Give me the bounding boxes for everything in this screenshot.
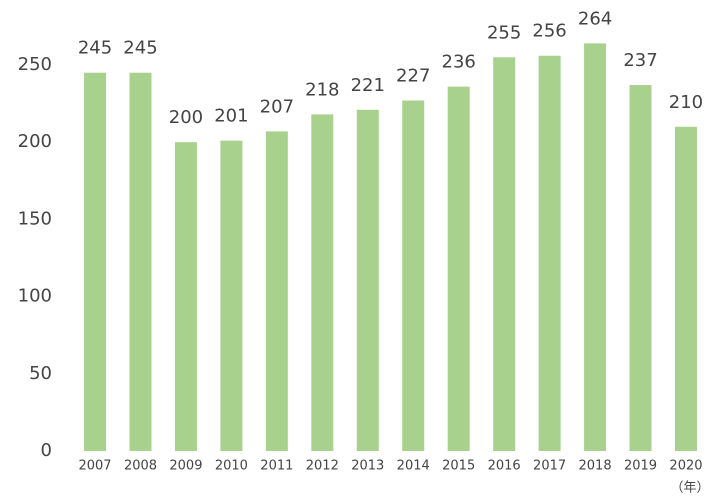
bar — [84, 72, 107, 451]
x-tick-label: 2007 — [78, 459, 111, 474]
value-label: 218 — [305, 79, 339, 100]
y-tick-label: 100 — [18, 286, 52, 307]
y-tick-label: 200 — [18, 131, 52, 152]
value-label: 264 — [578, 8, 612, 29]
bar — [493, 57, 516, 451]
bar — [174, 142, 197, 451]
value-label: 256 — [532, 21, 566, 42]
value-label: 207 — [260, 96, 294, 117]
bar — [629, 85, 652, 452]
value-label: 227 — [396, 66, 430, 87]
y-tick-label: 0 — [41, 440, 52, 461]
x-tick-label: 2015 — [442, 459, 475, 474]
x-tick-label: 2020 — [669, 459, 702, 474]
x-tick-label: 2010 — [215, 459, 248, 474]
x-tick-label: 2012 — [306, 459, 339, 474]
x-tick-label: 2017 — [533, 459, 566, 474]
bar — [538, 55, 561, 452]
bar — [311, 114, 334, 452]
value-label: 255 — [487, 22, 521, 43]
x-tick-label: 2009 — [169, 459, 202, 474]
value-label: 200 — [169, 107, 203, 128]
y-tick-label: 50 — [29, 363, 52, 384]
value-label: 237 — [623, 50, 657, 71]
y-tick-label: 150 — [18, 208, 52, 229]
bar — [402, 100, 425, 452]
value-label: 245 — [123, 38, 157, 59]
x-tick-label: 2018 — [579, 459, 612, 474]
x-axis-label: （年） — [670, 481, 709, 496]
bar — [356, 109, 379, 451]
value-label: 236 — [442, 52, 476, 73]
value-label: 210 — [669, 92, 703, 113]
value-label: 221 — [351, 75, 385, 96]
bar — [129, 72, 152, 451]
x-tick-label: 2013 — [351, 459, 384, 474]
x-tick-label: 2016 — [488, 459, 521, 474]
bar — [584, 43, 607, 451]
x-tick-label: 2014 — [397, 459, 430, 474]
bar — [220, 140, 243, 451]
x-tick-label: 2008 — [124, 459, 157, 474]
value-label: 201 — [214, 106, 248, 127]
bar — [265, 131, 288, 451]
bar — [447, 86, 470, 451]
y-tick-label: 250 — [18, 54, 52, 75]
x-tick-label: 2011 — [260, 459, 293, 474]
x-tick-label: 2019 — [624, 459, 657, 474]
value-label: 245 — [78, 38, 112, 59]
bar — [674, 126, 697, 451]
